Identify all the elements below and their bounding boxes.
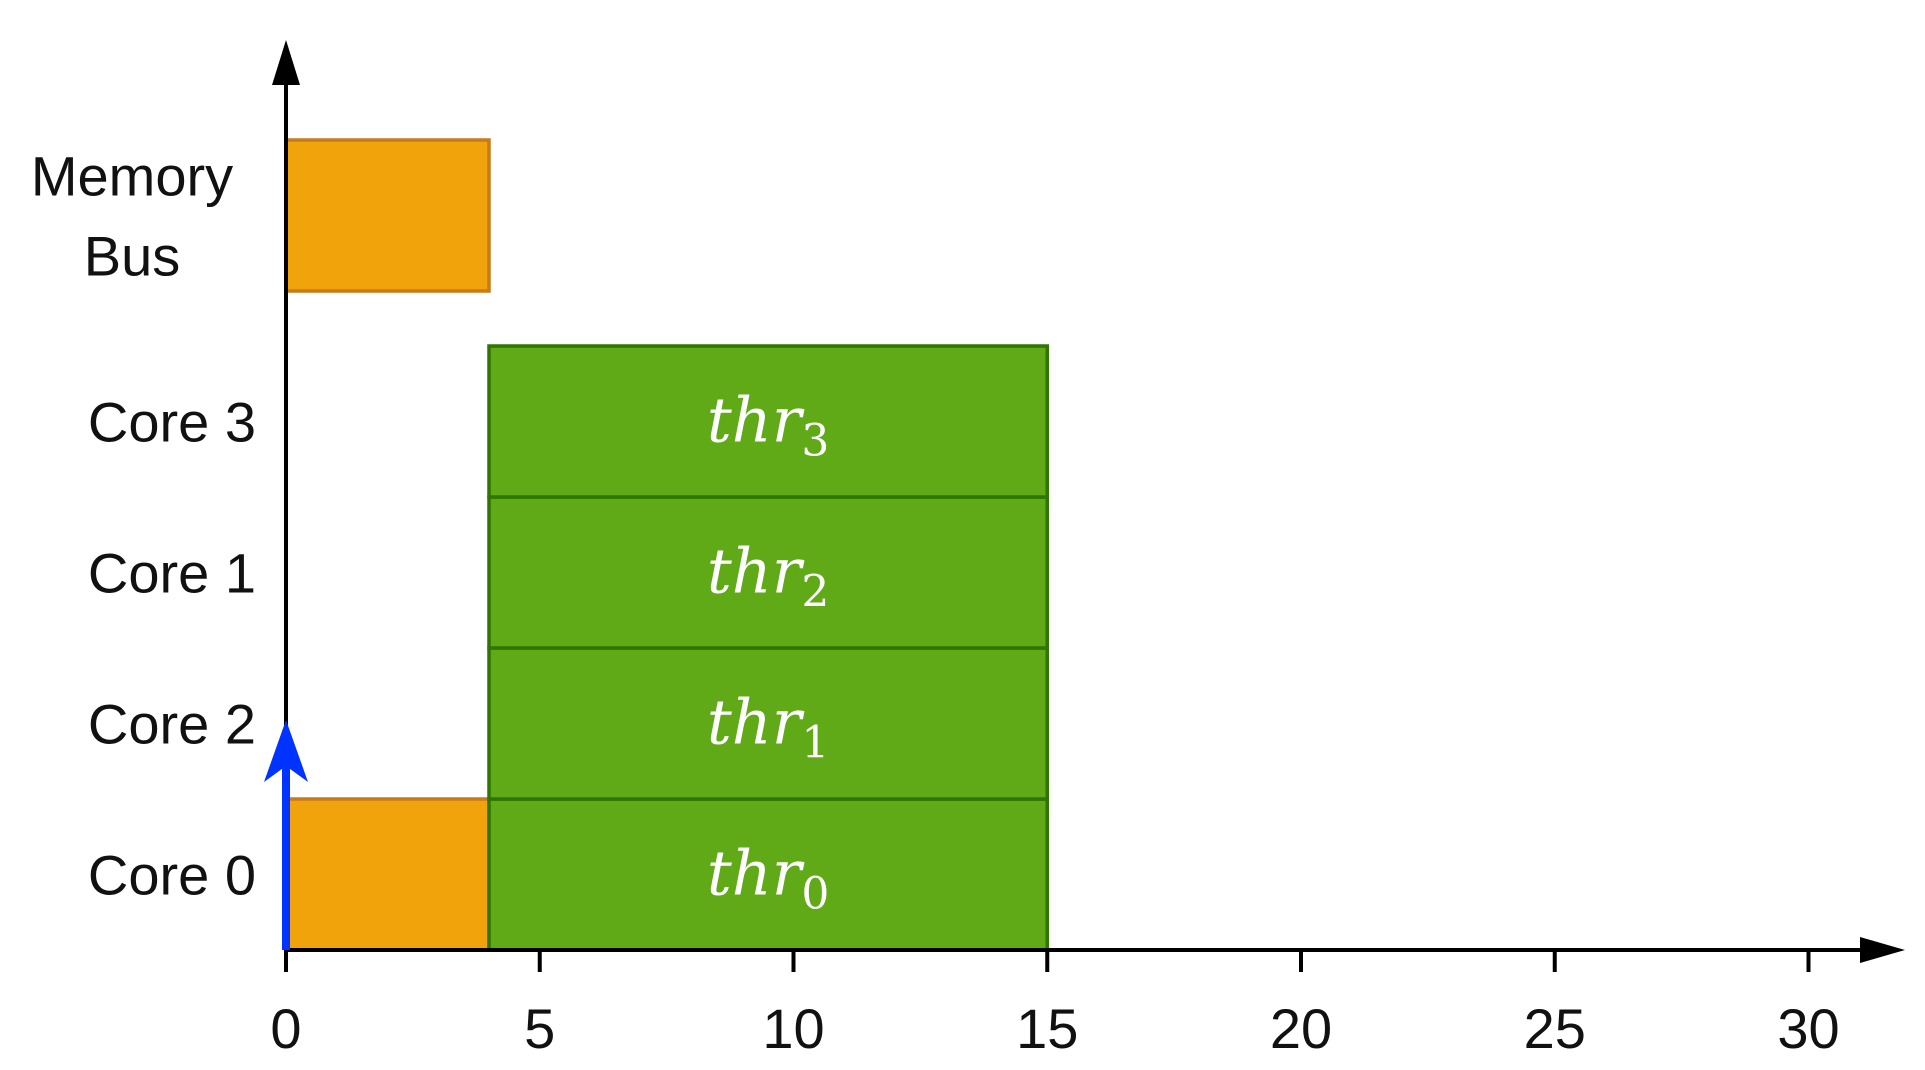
x-axis-arrow [1860,937,1905,963]
bar-core0-2: thr0 [487,797,1049,952]
bar-core0-1 [284,797,491,952]
x-tick-label: 20 [1270,997,1332,1060]
bar-rect [487,344,1049,499]
x-tick-label: 25 [1524,997,1586,1060]
x-tick-label: 0 [270,997,301,1060]
x-tick-label: 30 [1777,997,1839,1060]
x-tick-label: 15 [1016,997,1078,1060]
bar-core2-3: thr1 [487,646,1049,801]
bar-rect [284,138,491,293]
thread-label: thr2 [707,535,829,618]
labels-layer: 0 5 10 15 20 25 30 Core 0 Core 2 Core 1 Core 3 Memo… [31,145,1840,1061]
row-label-core3: Core 3 [88,391,256,454]
bar-rect [487,646,1049,801]
row-label-core1: Core 1 [88,542,256,605]
x-tick-label: 10 [762,997,824,1060]
release-arrow-icon [264,720,308,950]
bar-core3-5: thr3 [487,344,1049,499]
row-label-core0: Core 0 [88,844,256,907]
bar-rect [284,797,491,952]
thread-label: thr0 [707,837,829,920]
bars-layer: thr0 thr1 thr2 thr3 [284,138,1049,952]
thread-label: thr1 [707,686,829,769]
y-axis-arrow [272,40,300,85]
bar-membus-0 [284,138,491,293]
x-tick-label: 5 [524,997,555,1060]
row-label-membus: Memory Bus [31,145,233,288]
markers-layer [264,720,308,950]
thread-label: thr3 [707,384,829,467]
row-label-core2: Core 2 [88,693,256,756]
bar-core1-4: thr2 [487,495,1049,650]
bar-rect [487,797,1049,952]
